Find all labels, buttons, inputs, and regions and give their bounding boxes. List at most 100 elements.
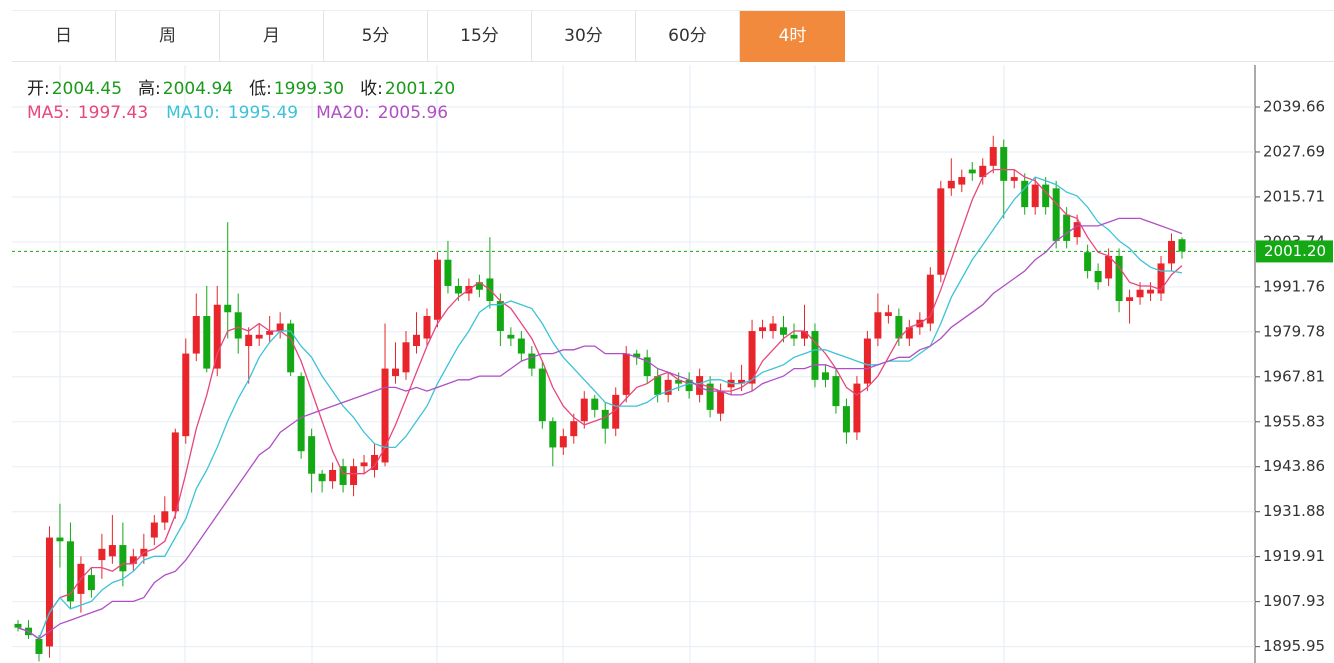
- candle-body: [66, 541, 74, 602]
- candle-body: [1063, 214, 1071, 241]
- candle-body: [1021, 180, 1029, 208]
- candle-body: [821, 372, 829, 380]
- candle-body: [570, 421, 578, 437]
- candle-body: [1031, 184, 1039, 208]
- candle-body: [738, 379, 746, 384]
- ma-line: [17, 176, 1183, 640]
- candle-body: [591, 398, 599, 410]
- y-tick-label: 1955.83: [1263, 412, 1325, 430]
- ohlc-label: 开:: [27, 79, 50, 99]
- candle-body: [1168, 240, 1176, 264]
- candle-body: [675, 379, 683, 384]
- candle-body: [780, 327, 788, 335]
- candle-body: [790, 334, 798, 339]
- period-tab[interactable]: 周: [116, 11, 220, 62]
- ohlc-value: 2004.94: [162, 79, 234, 99]
- candle-body: [559, 436, 567, 448]
- candle-body: [1010, 177, 1018, 181]
- period-tab[interactable]: 30分: [532, 11, 636, 62]
- candle-body: [339, 466, 347, 485]
- candle-body: [412, 334, 420, 347]
- y-tick-label: 1907.93: [1263, 592, 1325, 610]
- candle-body: [937, 188, 945, 275]
- last-price-label: 2001.20: [1264, 242, 1326, 260]
- candle-body: [35, 638, 43, 654]
- y-tick-label: 2015.71: [1263, 187, 1325, 205]
- candle-body: [800, 331, 808, 339]
- candle-body: [989, 147, 997, 166]
- period-tab[interactable]: 5分: [324, 11, 428, 62]
- candle-body: [601, 409, 609, 429]
- candle-body: [308, 436, 316, 474]
- candle-body: [528, 353, 536, 369]
- legend-name: MA5:: [27, 103, 70, 123]
- ma-legend: MA5: 1997.43 MA10: 1995.49 MA20: 2005.96: [27, 101, 471, 125]
- ma-line: [17, 168, 1183, 640]
- plot-area: [14, 135, 1186, 662]
- period-tab[interactable]: 月: [220, 11, 324, 62]
- candle-body: [538, 368, 546, 422]
- candle-body: [769, 323, 777, 332]
- period-tab[interactable]: 日: [12, 11, 116, 62]
- candle-body: [759, 327, 767, 332]
- candle-body: [895, 316, 903, 339]
- legend-name: MA20:: [316, 103, 370, 123]
- y-tick-label: 1943.86: [1263, 457, 1325, 475]
- candle-body: [213, 304, 221, 369]
- period-tab[interactable]: 60分: [636, 11, 740, 62]
- candle-body: [381, 368, 389, 463]
- candle-body: [360, 462, 368, 467]
- legend-value: 2005.96: [377, 103, 449, 123]
- candle-body: [580, 398, 588, 422]
- period-tabs: 日周月 5分 15分 30分 60分 4时: [12, 10, 1334, 62]
- candle-body: [371, 454, 379, 470]
- candle-body: [832, 376, 840, 407]
- y-tick-label: 1895.95: [1263, 637, 1325, 655]
- ma-line: [17, 217, 1183, 640]
- candle-body: [853, 383, 861, 433]
- last-price-box: [1256, 240, 1333, 263]
- candle-body: [1052, 188, 1060, 241]
- candle-body: [1136, 289, 1144, 298]
- candle-body: [276, 323, 284, 332]
- candle-body: [842, 406, 850, 433]
- period-tab[interactable]: 15分: [428, 11, 532, 62]
- candle-body: [245, 334, 253, 347]
- candle-body: [863, 338, 871, 384]
- y-tick-label: 2039.66: [1263, 98, 1325, 116]
- candle-body: [1000, 147, 1008, 181]
- candle-body: [203, 316, 211, 369]
- candle-body: [297, 376, 305, 452]
- candle-body: [685, 379, 693, 392]
- candle-body: [968, 169, 976, 174]
- candle-body: [979, 165, 987, 178]
- candle-body: [150, 522, 158, 538]
- candle-body: [633, 353, 641, 358]
- ohlc-label: 高:: [138, 79, 161, 99]
- candle-body: [748, 331, 756, 384]
- candle-body: [517, 338, 525, 354]
- candle-body: [161, 511, 169, 523]
- candle-body: [87, 575, 95, 591]
- y-tick-label: 2027.69: [1263, 142, 1325, 160]
- candle-body: [612, 394, 620, 429]
- ohlc-value: 1999.30: [273, 79, 345, 99]
- candle-body: [1105, 255, 1113, 279]
- candle-body: [56, 537, 64, 542]
- y-tick-label: 1931.88: [1263, 502, 1325, 520]
- candle-body: [255, 334, 263, 339]
- candle-body: [507, 334, 515, 339]
- candle-body: [696, 376, 704, 395]
- candle-body: [717, 391, 725, 414]
- period-tab[interactable]: 4时: [740, 11, 845, 62]
- candle-body: [392, 368, 400, 377]
- candle-body: [905, 327, 913, 339]
- candle-body: [171, 432, 179, 512]
- candle-body: [1073, 222, 1081, 238]
- candle-body: [224, 304, 232, 313]
- candle-body: [706, 383, 714, 410]
- candle-body: [350, 466, 358, 485]
- candle-body: [549, 421, 557, 448]
